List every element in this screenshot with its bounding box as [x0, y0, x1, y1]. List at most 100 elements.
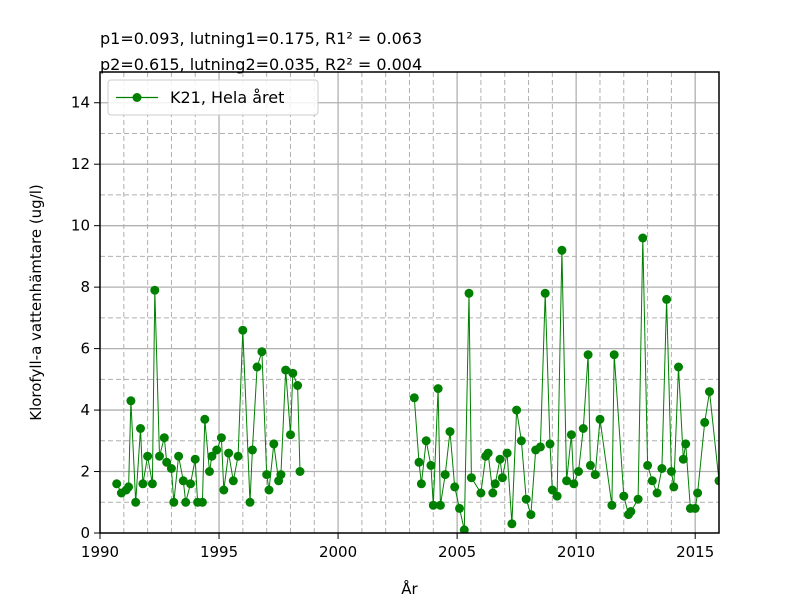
x-tick-label: 2005 — [438, 543, 476, 561]
data-point — [136, 424, 145, 433]
data-point — [159, 433, 169, 443]
data-point — [714, 476, 719, 486]
data-point — [124, 482, 134, 492]
grid — [100, 72, 719, 533]
data-point — [197, 497, 207, 507]
data-point — [264, 485, 274, 495]
data-point — [162, 457, 172, 467]
data-point — [652, 488, 662, 498]
data-point — [245, 497, 255, 507]
data-point — [257, 347, 267, 357]
data-point — [483, 448, 493, 458]
data-point — [626, 507, 636, 516]
data-point — [286, 430, 295, 440]
legend: K21, Hela året — [107, 79, 319, 116]
data-point — [516, 436, 526, 446]
data-point — [705, 387, 714, 397]
x-tick-label: 2015 — [676, 543, 714, 561]
data-point — [643, 460, 653, 470]
data-point — [138, 479, 148, 489]
data-point — [190, 454, 200, 464]
data-point — [414, 457, 424, 467]
data-point — [535, 442, 545, 452]
data-point — [566, 430, 576, 440]
data-point — [569, 479, 579, 489]
y-tick-label: 0 — [80, 524, 90, 542]
legend-marker-sample — [132, 93, 142, 102]
data-point — [147, 479, 157, 489]
data-point — [583, 350, 593, 360]
data-point — [507, 519, 517, 529]
data-point — [547, 485, 557, 495]
data-point — [495, 454, 505, 464]
data-point — [262, 470, 272, 480]
data-point — [488, 488, 498, 498]
data-point — [557, 245, 567, 255]
data-point — [228, 476, 238, 486]
data-point — [619, 491, 629, 501]
x-tick-label: 1990 — [81, 543, 119, 561]
data-point — [409, 393, 419, 403]
data-point — [435, 500, 445, 510]
x-tick-label: 2010 — [557, 543, 595, 561]
data-point — [607, 500, 617, 510]
data-point — [609, 350, 619, 360]
stats-line-1: p1=0.093, lutning1=0.175, R1² = 0.063 — [100, 29, 422, 48]
data-point — [205, 467, 214, 476]
y-tick-label: 12 — [71, 155, 90, 173]
data-point — [233, 451, 243, 461]
data-point — [216, 433, 226, 443]
y-tick-label: 2 — [80, 463, 90, 481]
data-point — [595, 414, 605, 424]
data-point — [669, 482, 679, 492]
data-point — [476, 488, 486, 498]
plot-frame — [99, 71, 720, 534]
y-tick-label: 6 — [80, 340, 90, 358]
data-point — [464, 288, 474, 298]
data-point — [521, 494, 531, 504]
data-point — [562, 476, 572, 486]
y-tick-label: 14 — [71, 94, 90, 112]
legend-label: K21, Hela året — [170, 88, 284, 107]
data-point — [276, 470, 286, 480]
data-point — [690, 503, 700, 513]
data-point — [207, 451, 217, 461]
stats-line-2: p2=0.615, lutning2=0.035, R2² = 0.004 — [100, 55, 422, 74]
x-tick-label: 1995 — [200, 543, 238, 561]
data-point — [288, 368, 298, 378]
data-point — [224, 448, 234, 458]
data-point — [662, 294, 672, 304]
y-tick-label: 8 — [80, 278, 90, 296]
data-point — [416, 479, 426, 489]
data-point — [295, 467, 305, 476]
data-point — [186, 479, 195, 489]
data-point — [269, 439, 279, 449]
data-point — [143, 451, 153, 461]
data-point — [281, 365, 291, 375]
y-axis-title: Klorofyll-a vattenhämtare (ug/l) — [27, 184, 45, 421]
data-point — [633, 494, 643, 504]
data-point — [450, 482, 460, 492]
data-point — [552, 491, 562, 501]
data-point — [131, 497, 141, 507]
data-point — [440, 470, 450, 480]
y-tick-label: 10 — [71, 217, 90, 235]
data-point — [502, 448, 512, 458]
data-point — [238, 325, 248, 335]
data-point — [178, 476, 188, 486]
data-point — [674, 362, 683, 372]
data-point — [647, 476, 657, 486]
data-point — [638, 233, 648, 243]
ticks: 1990 1995 2000 2005 2010 2015 0 2 4 6 8 10 12 14 — [71, 94, 714, 561]
series-group — [112, 233, 719, 533]
data-point — [466, 473, 476, 483]
data-point — [126, 396, 136, 406]
x-tick-label: 2000 — [319, 543, 357, 561]
data-point — [421, 436, 431, 446]
data-point — [426, 460, 436, 470]
data-point — [526, 510, 536, 520]
y-tick-label: 4 — [80, 401, 90, 419]
data-point — [212, 445, 222, 455]
data-point — [545, 439, 555, 449]
